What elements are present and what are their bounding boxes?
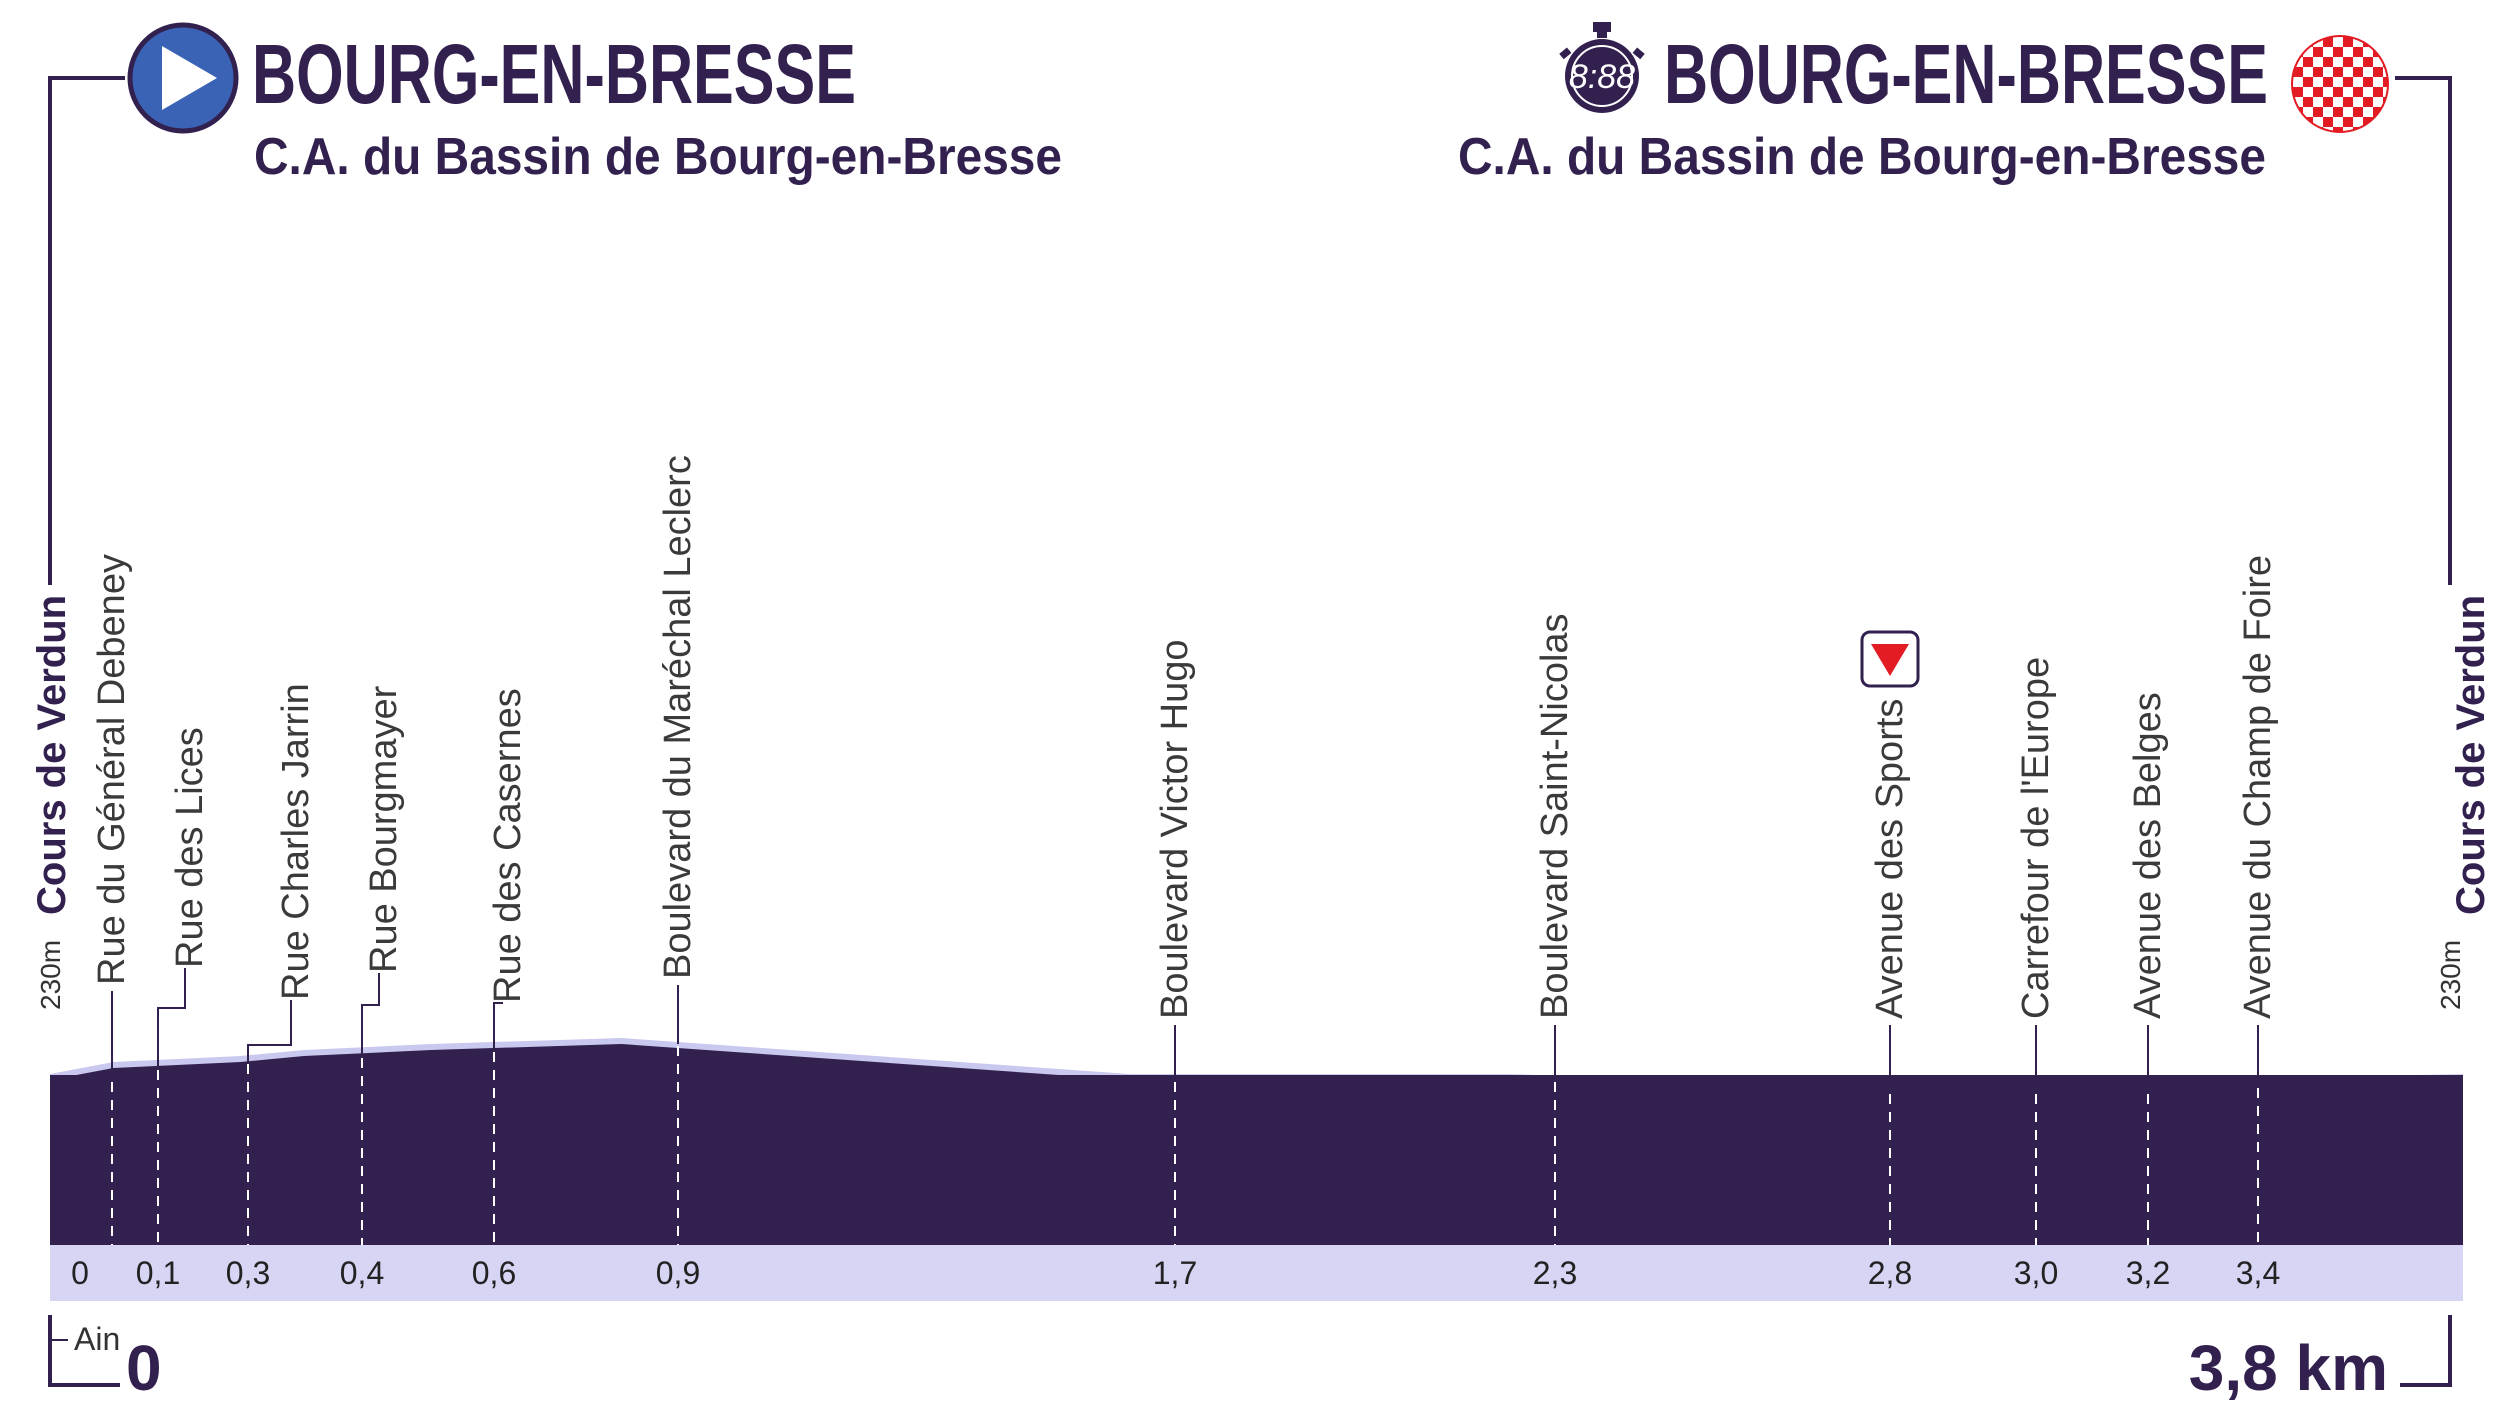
red-down-triangle-icon bbox=[1860, 630, 1920, 688]
frame bbox=[48, 76, 2452, 1387]
waypoint-street-name: Avenue des Sports bbox=[1869, 699, 1911, 1019]
waypoints: Rue du Général Debeney 0 Rue des Lices 0,1 R… bbox=[71, 455, 2280, 1291]
right-altitude: 230m bbox=[2435, 940, 2466, 1010]
waypoint-km-label: 0,9 bbox=[656, 1255, 700, 1291]
waypoint-km-label: 0,1 bbox=[136, 1255, 180, 1291]
frame-left-top bbox=[48, 76, 125, 585]
end-km: 3,8 km bbox=[2189, 1332, 2388, 1404]
waypoint-street-name: Carrefour de l'Europe bbox=[2015, 657, 2057, 1019]
waypoint-street-name: Rue du Général Debeney bbox=[91, 554, 133, 985]
km-band bbox=[50, 1245, 2463, 1301]
waypoint-km-label: 3,2 bbox=[2126, 1255, 2170, 1291]
waypoint-leader bbox=[247, 1000, 292, 1062]
frame-right-bottom bbox=[2400, 1315, 2452, 1387]
waypoint-street-name: Rue Bourgmayer bbox=[363, 685, 405, 973]
start-city: BOURG-EN-BRESSE bbox=[252, 27, 856, 121]
profile-chart: Rue du Général Debeney 0 Rue des Lices 0,1 R… bbox=[50, 455, 2463, 1301]
waypoint-km-label: 0,4 bbox=[340, 1255, 384, 1291]
left-altitude: 230m bbox=[35, 940, 66, 1010]
waypoint-street-name: Avenue du Champ de Foire bbox=[2237, 555, 2279, 1019]
timer-text: 8:88 bbox=[1569, 58, 1635, 96]
waypoint-km-label: 2,3 bbox=[1533, 1255, 1577, 1291]
start-subtitle: C.A. du Bassin de Bourg-en-Bresse bbox=[254, 128, 1062, 186]
waypoint-km-label: 1,7 bbox=[1153, 1255, 1197, 1291]
waypoint-leader bbox=[157, 968, 186, 1068]
play-triangle-icon bbox=[127, 22, 239, 134]
stopwatch-icon: 8:88 bbox=[1559, 22, 1645, 113]
waypoint-km-label: 3,0 bbox=[2014, 1255, 2058, 1291]
finish-city: BOURG-EN-BRESSE bbox=[1664, 27, 2268, 121]
department-label: Ain bbox=[74, 1321, 120, 1357]
waypoint-street-name: Rue des Lices bbox=[169, 727, 211, 968]
waypoint-street-name: Rue des Casernes bbox=[487, 688, 529, 1003]
waypoint-street-name: Boulevard Victor Hugo bbox=[1154, 639, 1196, 1019]
waypoint-street-name: Boulevard Saint-Nicolas bbox=[1534, 613, 1576, 1019]
finish-subtitle: C.A. du Bassin de Bourg-en-Bresse bbox=[1458, 128, 2266, 186]
checkered-flag-icon bbox=[2291, 35, 2389, 133]
waypoint-leader bbox=[493, 1002, 503, 1050]
waypoint-km-label: 0,3 bbox=[226, 1255, 270, 1291]
waypoint-km-label: 2,8 bbox=[1868, 1255, 1912, 1291]
waypoint-km-label: 3,4 bbox=[2236, 1255, 2280, 1291]
waypoint-km-label: 0,6 bbox=[472, 1255, 516, 1291]
frame-left-bottom bbox=[48, 1315, 120, 1387]
waypoint-street-name: Rue Charles Jarrin bbox=[275, 683, 317, 1000]
waypoint-km-label: 0 bbox=[71, 1255, 89, 1291]
waypoint-street-name: Boulevard du Maréchal Leclerc bbox=[657, 455, 699, 979]
left-side-street: Cours de Verdun bbox=[30, 595, 74, 915]
right-side-street: Cours de Verdun bbox=[2449, 595, 2493, 915]
start-km: 0 bbox=[126, 1332, 162, 1404]
waypoint-leader bbox=[361, 973, 380, 1056]
waypoint-street-name: Avenue des Belges bbox=[2127, 692, 2169, 1019]
frame-right-top bbox=[2395, 76, 2452, 585]
profile-area bbox=[50, 1044, 2463, 1250]
